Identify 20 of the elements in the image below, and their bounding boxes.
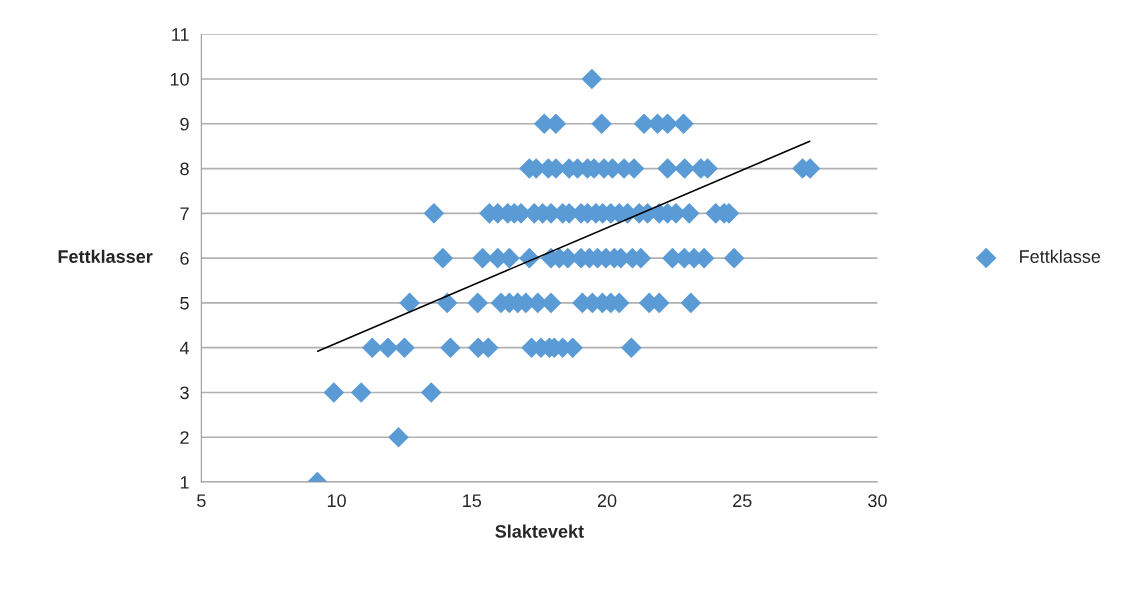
x-tick-label: 15 bbox=[463, 494, 482, 508]
x-tick-label: 30 bbox=[868, 494, 887, 508]
y-tick-label: 6 bbox=[180, 252, 189, 265]
y-tick-label: 5 bbox=[180, 297, 189, 310]
y-tick-label: 3 bbox=[180, 386, 189, 400]
x-axis-title: Slaktevekt bbox=[495, 524, 584, 538]
y-tick-label: 1 bbox=[180, 476, 189, 489]
y-tick-label: 7 bbox=[180, 207, 189, 220]
y-tick-label: 4 bbox=[179, 341, 190, 355]
legend-label: Fettklasse bbox=[1020, 249, 1101, 263]
y-tick-label: 8 bbox=[180, 162, 189, 176]
y-tick-label: 2 bbox=[180, 431, 189, 444]
y-tick-label: 11 bbox=[172, 28, 189, 41]
x-tick-label: 25 bbox=[733, 494, 752, 508]
x-tick-label: 10 bbox=[327, 494, 346, 508]
y-tick-label: 10 bbox=[170, 72, 189, 86]
y-axis-title: Fettklasser bbox=[58, 249, 153, 263]
x-tick-label: 20 bbox=[597, 494, 617, 508]
x-tick-label: 5 bbox=[197, 494, 206, 508]
y-tick-label: 9 bbox=[180, 117, 189, 131]
